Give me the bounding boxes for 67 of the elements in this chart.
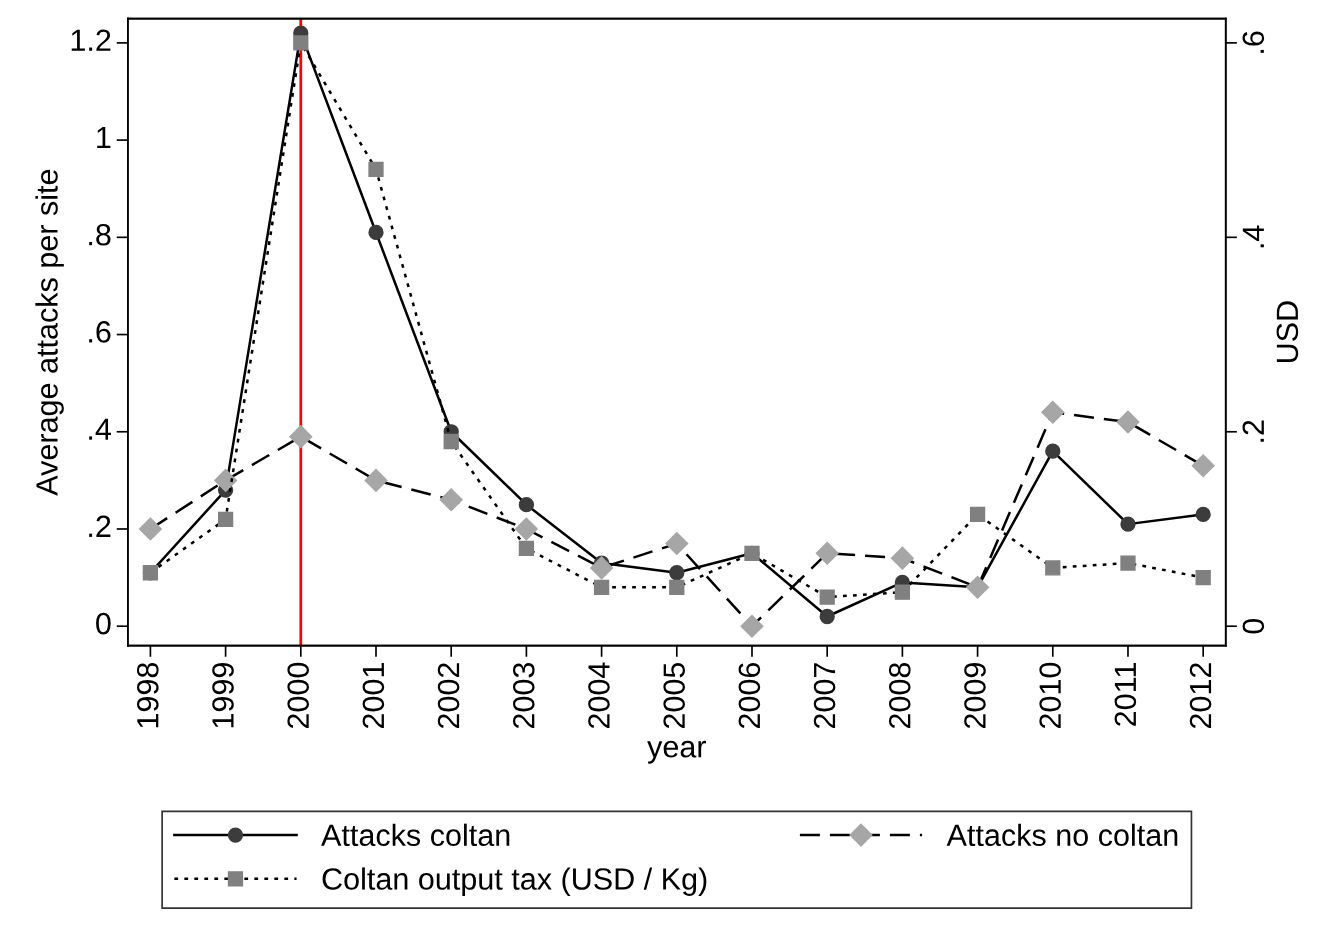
point bbox=[1116, 410, 1140, 434]
point bbox=[740, 614, 764, 638]
x-tick-label: 2005 bbox=[663, 662, 685, 729]
y-tick-label: .8 bbox=[89, 223, 111, 246]
point bbox=[368, 224, 384, 241]
point bbox=[590, 556, 614, 580]
y-tick-label: 1 bbox=[97, 126, 111, 149]
x-axis-title: year bbox=[647, 740, 707, 764]
y-tick-label: .6 bbox=[89, 321, 111, 343]
x-tick-label: 2011 bbox=[1114, 663, 1137, 726]
point bbox=[1120, 516, 1136, 532]
y-axis-title: Average attacks per site bbox=[35, 169, 64, 496]
y-tick-label: .4 bbox=[89, 418, 111, 440]
point bbox=[364, 468, 388, 492]
point bbox=[966, 575, 990, 599]
legend-label: Attacks coltan bbox=[321, 823, 510, 847]
x-tick-label: 2001 bbox=[362, 663, 385, 729]
x-tick-label: 2003 bbox=[512, 662, 535, 729]
point bbox=[138, 517, 162, 541]
x-tick-label: 2009 bbox=[964, 663, 986, 729]
point bbox=[293, 35, 309, 51]
point bbox=[518, 497, 535, 513]
point bbox=[443, 433, 459, 450]
y-tick-label: 1.2 bbox=[71, 29, 111, 51]
point bbox=[514, 517, 538, 541]
point bbox=[819, 608, 835, 625]
x-tick-label: 2008 bbox=[888, 662, 911, 729]
x-tick-label: 2007 bbox=[813, 663, 836, 729]
x-tick-label: 2012 bbox=[1189, 663, 1212, 729]
y2-axis-title: USD bbox=[1276, 301, 1299, 363]
point bbox=[890, 546, 914, 570]
point bbox=[1195, 506, 1211, 523]
point bbox=[1120, 555, 1136, 571]
x-tick-label: 2000 bbox=[287, 662, 309, 729]
point bbox=[1195, 569, 1211, 586]
x-tick-label: 1999 bbox=[212, 663, 234, 728]
point bbox=[439, 488, 463, 512]
x-tick-label: 1998 bbox=[136, 662, 159, 728]
y2-tick-label: .6 bbox=[1242, 31, 1265, 53]
y2-tick-label: .2 bbox=[1242, 420, 1264, 442]
point bbox=[894, 584, 911, 600]
point bbox=[518, 540, 535, 557]
x-tick-label: 2004 bbox=[588, 662, 610, 729]
x-tick-label: 2002 bbox=[437, 663, 460, 729]
point bbox=[1045, 443, 1061, 459]
point bbox=[1045, 560, 1061, 576]
point bbox=[214, 468, 238, 492]
point bbox=[815, 541, 839, 565]
y-tick-label: 0 bbox=[96, 612, 111, 635]
y2-tick-label: .4 bbox=[1242, 225, 1264, 248]
point bbox=[819, 589, 835, 605]
point bbox=[368, 161, 384, 177]
x-tick-label: 2010 bbox=[1039, 662, 1061, 729]
point bbox=[669, 579, 685, 595]
point bbox=[289, 425, 313, 449]
point bbox=[669, 565, 685, 581]
point bbox=[665, 532, 689, 556]
y-tick-label: .2 bbox=[89, 515, 111, 537]
legend-label: Attacks no coltan bbox=[946, 823, 1178, 847]
x-tick-label: 2006 bbox=[738, 662, 761, 729]
y2-tick-label: 0 bbox=[1242, 618, 1265, 634]
point bbox=[593, 579, 610, 595]
point bbox=[1191, 454, 1215, 478]
legend-label: Coltan output tax (USD / Kg) bbox=[322, 867, 707, 896]
point bbox=[969, 506, 986, 523]
point bbox=[217, 511, 234, 527]
point bbox=[1041, 400, 1065, 424]
